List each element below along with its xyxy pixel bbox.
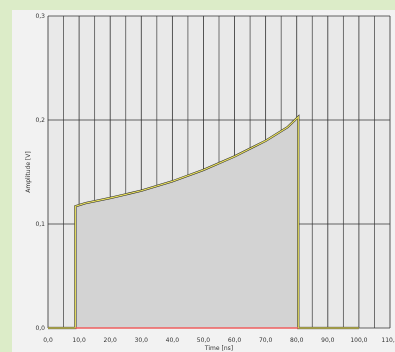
y-axis-title: Amplitude [V] xyxy=(25,151,32,192)
x-tick-label: 80,0 xyxy=(290,337,304,344)
y-tick-label: 0,2 xyxy=(35,117,45,124)
x-tick-label: 20,0 xyxy=(104,337,118,344)
y-tick-label: 0,1 xyxy=(35,221,45,228)
x-tick-label: 30,0 xyxy=(135,337,149,344)
x-tick-label: 100,0 xyxy=(350,337,367,344)
x-tick-label: 10,0 xyxy=(72,337,86,344)
x-tick-label: 110,0 xyxy=(381,337,395,344)
y-tick-label: 0,3 xyxy=(35,13,45,20)
series-line xyxy=(48,115,359,329)
series-layer xyxy=(48,114,359,330)
x-tick-label: 40,0 xyxy=(166,337,180,344)
tick-labels: 0,0 10,0 20,0 30,0 40,0 50,0 60,0 70,0 80,0 90,0 1… xyxy=(35,13,395,344)
x-axis-title: Time [ns] xyxy=(204,345,233,352)
series-fill xyxy=(48,116,359,328)
x-tick-label: 50,0 xyxy=(197,337,211,344)
y-tick-label: 0,0 xyxy=(35,325,45,332)
x-tick-label: 70,0 xyxy=(259,337,273,344)
x-tick-label: 90,0 xyxy=(321,337,335,344)
x-tick-label: 0,0 xyxy=(43,337,53,344)
x-tick-label: 60,0 xyxy=(228,337,242,344)
